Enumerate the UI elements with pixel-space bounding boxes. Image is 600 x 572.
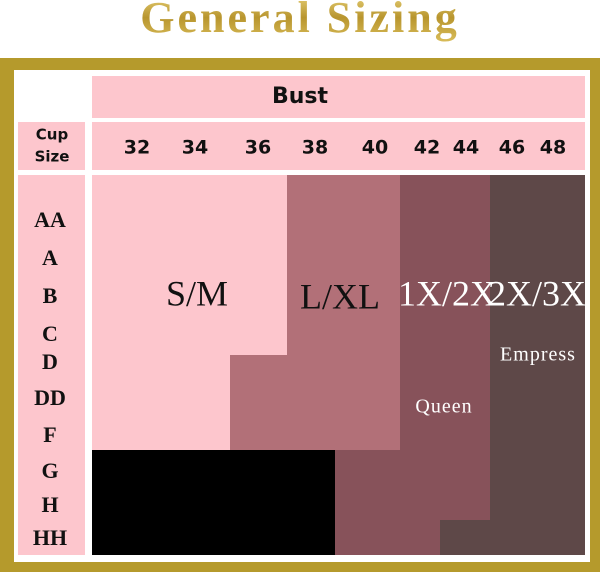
cup-size: G (41, 458, 58, 483)
bust-row-bg (92, 122, 585, 170)
size-label: S/M (166, 273, 228, 313)
cup-size: A (42, 245, 58, 270)
bust-size: 44 (453, 137, 479, 159)
bust-size: 32 (124, 137, 150, 159)
cup-size: F (43, 422, 56, 447)
title: General Sizing (140, 0, 459, 42)
cup-size: C (42, 321, 58, 346)
bust-size: 48 (540, 137, 566, 159)
cup-size: D (42, 349, 58, 374)
cup-size: H (41, 492, 58, 517)
size-sublabel: Empress (500, 344, 576, 366)
bust-size: 42 (414, 137, 440, 159)
empress-region (440, 175, 585, 555)
cup-size-bg (18, 122, 85, 170)
unavailable-region (92, 450, 335, 555)
size-label: 2X/3X (488, 273, 586, 313)
bust-size: 38 (302, 137, 328, 159)
cup-column-bg (18, 175, 85, 555)
cup-size-label: Size (35, 148, 70, 166)
cup-size: B (43, 283, 58, 308)
bust-header: Bust (272, 84, 329, 109)
cup-size-label: Cup (36, 126, 69, 144)
cup-size: AA (34, 207, 66, 232)
queen-region (335, 175, 490, 555)
bust-size: 34 (182, 137, 208, 159)
bust-size: 36 (245, 137, 271, 159)
cup-size: HH (33, 525, 67, 550)
size-label: 1X/2X (398, 273, 496, 313)
size-label: L/XL (300, 276, 380, 316)
bust-header-bg (92, 76, 585, 118)
lxl-region (230, 175, 400, 450)
bust-size: 40 (362, 137, 388, 159)
cup-size: DD (34, 385, 66, 410)
size-sublabel: Queen (415, 396, 472, 418)
bust-size: 46 (499, 137, 525, 159)
